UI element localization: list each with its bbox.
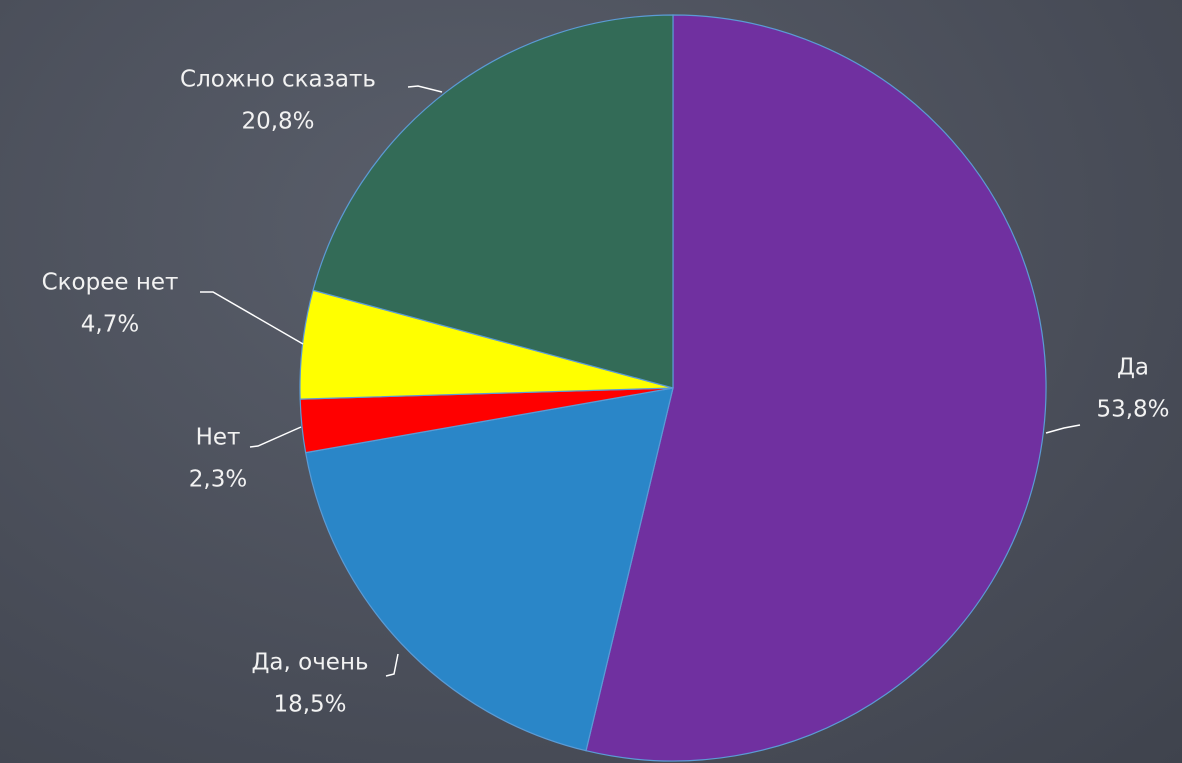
value-label: 4,7% bbox=[81, 312, 139, 338]
leader-line bbox=[385, 653, 399, 677]
leader-line bbox=[249, 426, 302, 448]
category-label: Нет bbox=[196, 425, 241, 451]
value-label: 2,3% bbox=[189, 467, 247, 493]
pie-slice bbox=[304, 387, 674, 752]
value-label: 18,5% bbox=[273, 692, 346, 718]
category-label: Сложно сказать bbox=[180, 67, 376, 93]
category-label: Да bbox=[1117, 355, 1149, 381]
leader-line bbox=[1045, 424, 1081, 434]
leader-line bbox=[200, 291, 304, 345]
value-label: 53,8% bbox=[1096, 397, 1169, 423]
category-label: Скорее нет bbox=[42, 270, 179, 296]
pie-slice bbox=[312, 14, 674, 389]
leader-line bbox=[407, 85, 443, 93]
value-label: 20,8% bbox=[241, 109, 314, 135]
pie-slice bbox=[585, 14, 1047, 762]
category-label: Да, очень bbox=[251, 650, 368, 676]
